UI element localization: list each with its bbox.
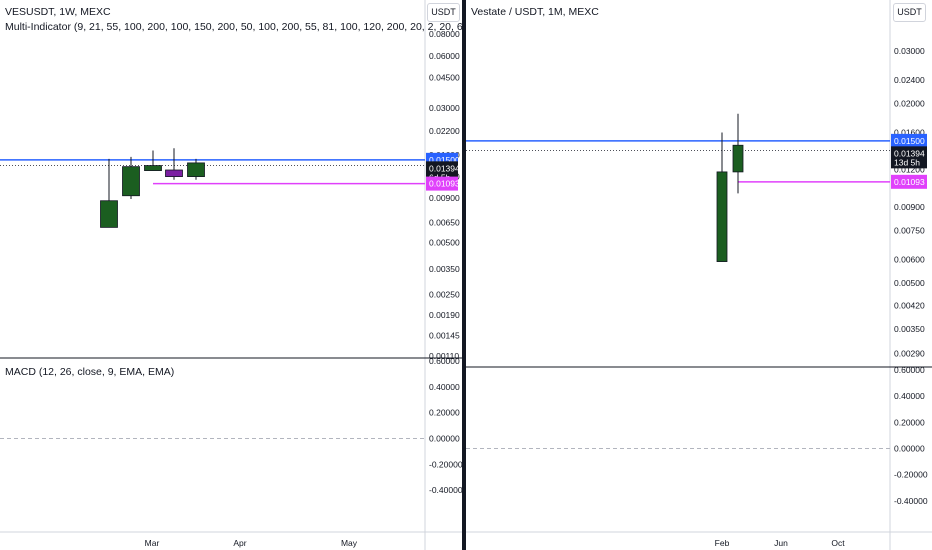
price-tick-label: 0.02000: [894, 99, 925, 109]
macd-tick-label: -0.20000: [894, 470, 928, 480]
blue-level-value: 0.01500: [894, 136, 925, 146]
price-tick-label: 0.00500: [429, 237, 460, 247]
price-tick-label: 0.00250: [429, 289, 460, 299]
macd-tick-label: -0.20000: [429, 459, 463, 469]
right-chart-pane[interactable]: 0.03000 0.02400 0.02000 0.01600 0.01200 0.009…: [466, 0, 932, 550]
price-tick-label: 0.02400: [894, 75, 925, 85]
price-tick-label: 0.02200: [429, 126, 460, 136]
left-macd-title[interactable]: MACD (12, 26, close, 9, EMA, EMA): [5, 366, 174, 378]
price-tick-label: 0.06000: [429, 51, 460, 61]
price-tick-label: 0.00750: [894, 226, 925, 236]
time-tick-label: Feb: [715, 538, 730, 548]
candle-body[interactable]: [717, 172, 727, 262]
price-tick-label: 0.00600: [894, 254, 925, 264]
price-tick-label: 0.00290: [894, 348, 925, 358]
price-tick-label: 0.00900: [894, 202, 925, 212]
countdown-value: 13d 5h: [894, 157, 920, 167]
price-tick-label: 0.00900: [429, 193, 460, 203]
macd-tick-label: -0.40000: [894, 496, 928, 506]
macd-tick-label: 0.40000: [894, 391, 925, 401]
macd-tick-label: 0.60000: [429, 356, 460, 366]
candle-body[interactable]: [166, 170, 183, 177]
macd-tick-label: -0.40000: [429, 485, 463, 495]
left-indicator-title[interactable]: Multi-Indicator (9, 21, 55, 100, 200, 10…: [5, 21, 530, 33]
price-tick-label: 0.03000: [894, 46, 925, 56]
macd-tick-label: 0.00000: [894, 444, 925, 454]
candle-body[interactable]: [733, 145, 743, 172]
candle-body[interactable]: [123, 167, 140, 196]
candle-body[interactable]: [101, 201, 118, 228]
price-tick-label: 0.00420: [894, 301, 925, 311]
macd-tick-label: 0.60000: [894, 365, 925, 375]
price-tick-label: 0.00350: [894, 324, 925, 334]
macd-tick-label: 0.20000: [429, 408, 460, 418]
right-currency-button[interactable]: USDT: [893, 3, 926, 22]
price-tick-label: 0.04500: [429, 72, 460, 82]
price-tick-label: 0.00190: [429, 310, 460, 320]
left-symbol-title[interactable]: VESUSDT, 1W, MEXC: [5, 6, 111, 18]
left-chart-svg[interactable]: 0.080000.060000.045000.030000.022000.016…: [0, 0, 462, 550]
price-tick-label: 0.00650: [429, 218, 460, 228]
candle-body[interactable]: [145, 166, 162, 171]
macd-tick-label: 0.40000: [429, 382, 460, 392]
time-tick-label: Oct: [831, 538, 845, 548]
time-tick-label: Jun: [774, 538, 788, 548]
price-tick-label: 0.03000: [429, 103, 460, 113]
magenta-level-value: 0.01093: [429, 179, 460, 189]
price-tick-label: 0.00145: [429, 330, 460, 340]
time-tick-label: Apr: [233, 538, 246, 548]
right-symbol-title[interactable]: Vestate / USDT, 1M, MEXC: [471, 6, 599, 18]
candle-body[interactable]: [188, 163, 205, 177]
price-tick-label: 0.00350: [429, 264, 460, 274]
macd-tick-label: 0.00000: [429, 433, 460, 443]
time-tick-label: Mar: [145, 538, 160, 548]
macd-tick-label: 0.20000: [894, 417, 925, 427]
price-tick-label: 0.00500: [894, 278, 925, 288]
right-chart-svg[interactable]: 0.030000.024000.020000.016000.012000.009…: [466, 0, 932, 550]
time-tick-label: May: [341, 538, 358, 548]
magenta-level-value: 0.01093: [894, 177, 925, 187]
left-chart-pane[interactable]: 0.080000.060000.045000.030000.022000.016…: [0, 0, 462, 550]
left-currency-button[interactable]: USDT: [427, 3, 460, 22]
